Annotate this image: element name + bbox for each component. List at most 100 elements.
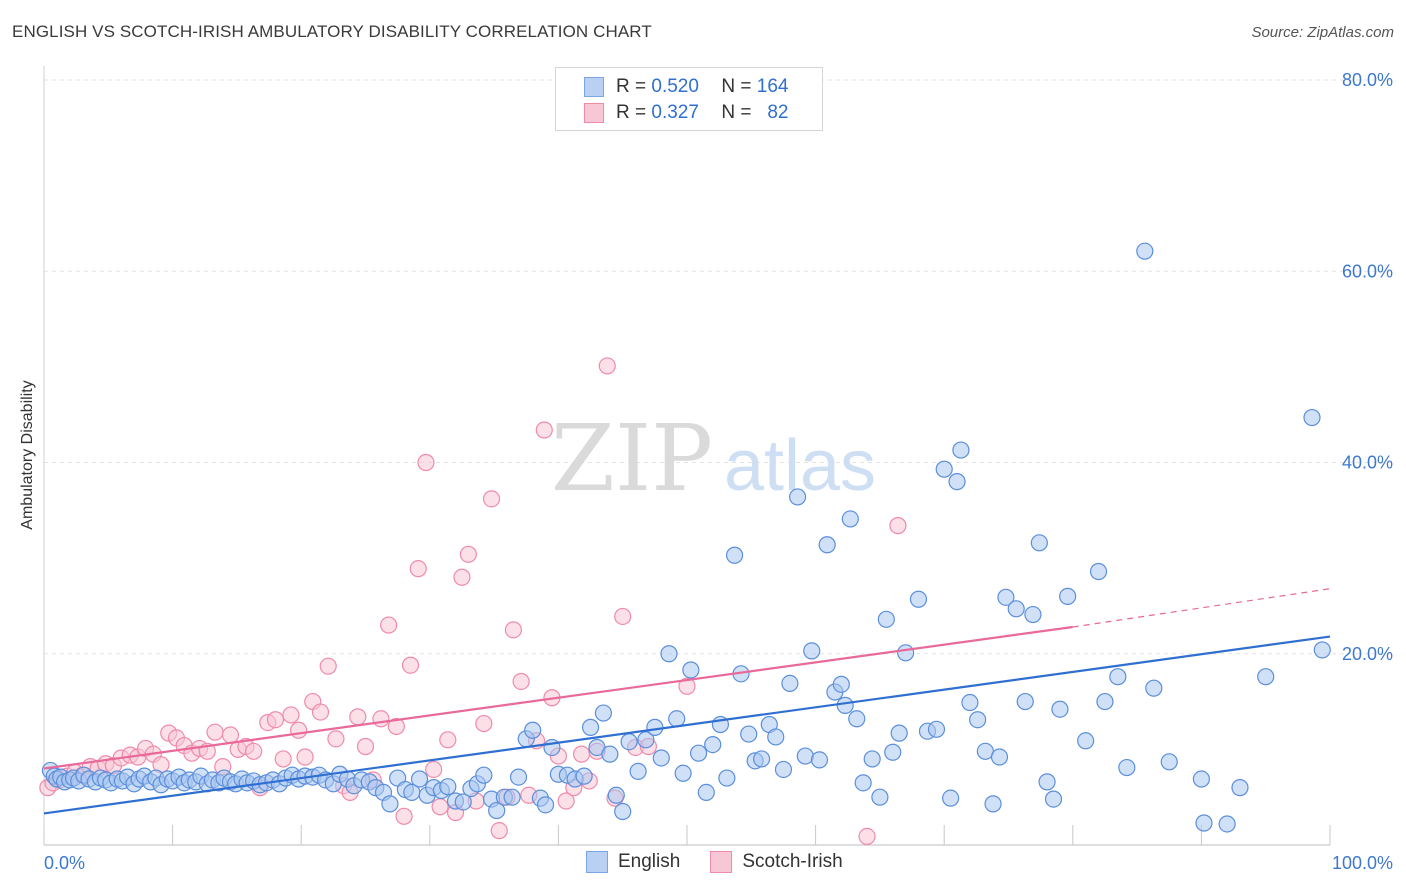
scotch-irish-point bbox=[417, 453, 435, 472]
scotch-irish-point bbox=[401, 656, 420, 674]
english-point bbox=[1136, 242, 1154, 260]
scotch-irish-point bbox=[425, 760, 443, 779]
english-point bbox=[935, 460, 953, 478]
english-point bbox=[697, 783, 715, 802]
english-point bbox=[581, 718, 600, 736]
english-point bbox=[1044, 790, 1063, 808]
scotch-irish-point bbox=[889, 517, 907, 535]
english-point bbox=[948, 473, 966, 491]
x-tick-label: 0.0% bbox=[44, 853, 85, 873]
scotch-irish-point bbox=[431, 798, 449, 816]
english-point bbox=[990, 748, 1009, 766]
scotch-irish-point bbox=[535, 421, 553, 439]
english-point bbox=[984, 795, 1002, 813]
scotch-irish-point bbox=[490, 822, 508, 840]
scotch-irish-point bbox=[409, 560, 427, 578]
english-point bbox=[1257, 668, 1275, 686]
series-legend: English Scotch-Irish bbox=[586, 851, 873, 873]
english-legend-swatch bbox=[586, 851, 608, 873]
y-tick-label: 80.0% bbox=[1342, 70, 1393, 90]
english-point bbox=[836, 696, 854, 714]
english-point bbox=[952, 441, 970, 459]
english-point bbox=[871, 788, 889, 806]
scotch-irish-point bbox=[290, 721, 308, 739]
scotch-irish-point bbox=[356, 737, 375, 756]
scotch-n-value: 82 bbox=[767, 102, 789, 123]
english-point bbox=[803, 642, 821, 660]
legend-row-english: R = 0.520 N = 164 bbox=[556, 74, 788, 100]
scotch-irish-point bbox=[327, 730, 345, 748]
english-n-value: 164 bbox=[756, 76, 789, 97]
scotch-irish-trend-extension bbox=[1072, 588, 1331, 628]
english-point bbox=[1313, 641, 1331, 659]
english-point bbox=[439, 778, 457, 796]
english-point bbox=[536, 796, 555, 814]
english-point bbox=[381, 795, 399, 813]
y-tick-label: 40.0% bbox=[1342, 453, 1393, 473]
english-point bbox=[704, 735, 722, 754]
english-point bbox=[660, 645, 678, 663]
trend-lines bbox=[43, 588, 1331, 815]
y-tick-label: 20.0% bbox=[1342, 644, 1393, 664]
english-point bbox=[410, 770, 429, 788]
correlation-legend: R = 0.520 N = 164 R = 0.327 N = 82 bbox=[555, 67, 823, 131]
english-point bbox=[682, 661, 700, 679]
english-point bbox=[674, 764, 692, 782]
english-point bbox=[454, 793, 472, 811]
scotch-irish-point bbox=[245, 742, 263, 760]
scotch-irish-swatch bbox=[584, 103, 604, 123]
english-point bbox=[689, 744, 708, 762]
scotch-irish-point bbox=[614, 607, 632, 626]
english-point bbox=[997, 588, 1015, 606]
scotch-irish-trend-line bbox=[43, 625, 1073, 770]
english-legend-label: English bbox=[618, 851, 681, 872]
scotch-irish-point bbox=[598, 357, 616, 375]
english-point bbox=[1030, 534, 1048, 552]
scotch-legend-swatch bbox=[710, 851, 733, 873]
scotch-irish-point bbox=[512, 672, 530, 691]
scotch-r-label: R = bbox=[616, 102, 647, 123]
scotch-r-value: 0.327 bbox=[651, 102, 699, 123]
english-point bbox=[594, 704, 613, 722]
scotch-irish-point bbox=[282, 706, 300, 724]
scotch-legend-label: Scotch-Irish bbox=[742, 851, 843, 872]
legend-item-english[interactable]: English bbox=[586, 851, 680, 873]
english-r-label: R = bbox=[616, 76, 647, 97]
scotch-irish-point bbox=[319, 657, 337, 675]
scotch-irish-point bbox=[482, 490, 501, 508]
scotch-irish-point bbox=[858, 827, 876, 845]
scotch-irish-point bbox=[296, 748, 314, 766]
english-point bbox=[810, 751, 829, 769]
english-point bbox=[1303, 408, 1321, 427]
english-point bbox=[848, 710, 866, 728]
watermark-zip: ZIP bbox=[551, 405, 713, 512]
grid-lines bbox=[44, 79, 1392, 655]
scotch-irish-point bbox=[266, 711, 285, 729]
english-point bbox=[832, 675, 850, 693]
scotch-irish-point bbox=[311, 703, 330, 721]
english-point bbox=[774, 760, 793, 779]
english-point bbox=[961, 693, 979, 712]
english-point bbox=[488, 801, 506, 820]
legend-item-scotch-irish[interactable]: Scotch-Irish bbox=[710, 851, 843, 873]
english-point bbox=[575, 767, 593, 785]
english-point bbox=[1051, 700, 1069, 718]
english-point bbox=[668, 710, 686, 728]
scotch-n-label: N = bbox=[721, 102, 752, 123]
english-point bbox=[1192, 770, 1211, 788]
english-point bbox=[1109, 668, 1127, 686]
scotch-irish-point bbox=[387, 717, 405, 736]
english-point bbox=[909, 590, 928, 608]
english-point bbox=[1016, 692, 1034, 711]
scotch-irish-point bbox=[475, 714, 493, 733]
english-trend-line bbox=[43, 635, 1331, 815]
english-point bbox=[1160, 753, 1178, 771]
english-point bbox=[796, 747, 814, 765]
english-n-label: N = bbox=[721, 76, 752, 97]
scotch-irish-point bbox=[274, 750, 292, 768]
english-point bbox=[725, 546, 744, 564]
english-point bbox=[614, 802, 632, 821]
scotch-irish-point bbox=[504, 621, 522, 639]
y-tick-label: 60.0% bbox=[1342, 261, 1393, 281]
